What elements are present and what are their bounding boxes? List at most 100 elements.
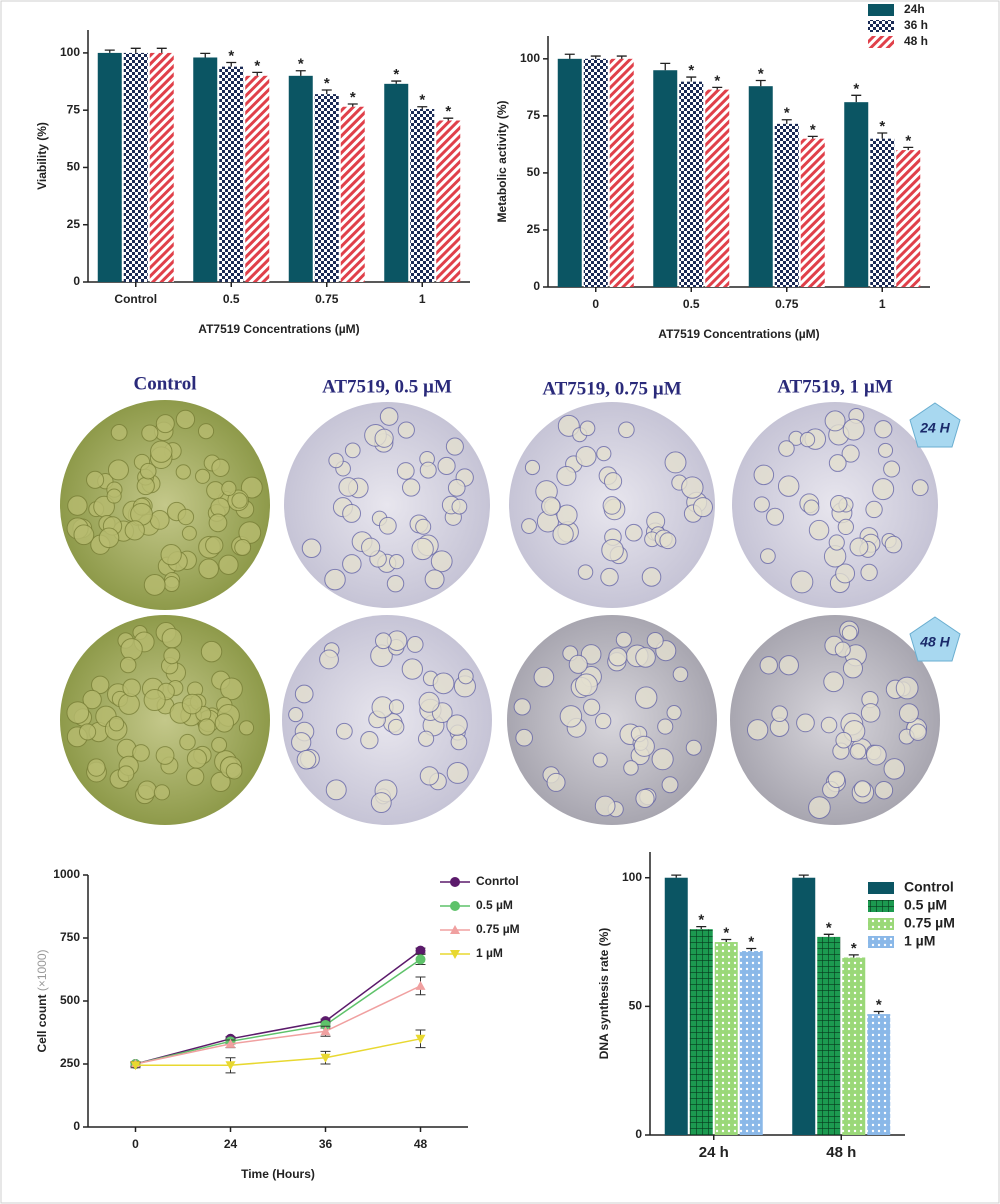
cell [175, 409, 196, 430]
cell [546, 772, 566, 792]
cell [808, 519, 830, 541]
bar [842, 957, 866, 1135]
cell [521, 518, 537, 534]
point [320, 1053, 331, 1063]
cell [342, 554, 362, 574]
cell [218, 554, 239, 575]
bar [609, 58, 634, 288]
legend-marker [450, 901, 460, 911]
column-title: AT7519, 0.5 µM [322, 376, 452, 397]
cell [778, 655, 799, 676]
error-bar [590, 55, 601, 59]
significance-marker: * [324, 75, 330, 92]
cell [641, 567, 662, 587]
cell [790, 570, 814, 594]
bar [123, 52, 148, 283]
significance-marker: * [698, 912, 704, 929]
cell [685, 739, 702, 756]
cell [672, 666, 689, 683]
y-axis-unit: (×1000) [35, 949, 49, 991]
significance-marker: * [905, 132, 911, 149]
cell [198, 718, 216, 736]
legend-label: 48 h [904, 34, 928, 48]
cell [328, 452, 344, 469]
cell [646, 631, 664, 649]
cell [177, 508, 195, 526]
cell [457, 668, 474, 685]
bar [705, 89, 730, 287]
error-bar [252, 71, 263, 76]
significance-marker: * [254, 57, 260, 74]
cell [577, 564, 594, 580]
y-tick-label: 25 [527, 222, 541, 236]
cell [119, 656, 137, 674]
cell [860, 703, 881, 723]
point [225, 1038, 236, 1048]
bar [193, 57, 218, 283]
cell [415, 518, 432, 535]
x-tick-label: 0 [132, 1137, 139, 1151]
cell [883, 758, 906, 780]
cell [110, 424, 128, 441]
y-tick-label: 100 [520, 51, 540, 65]
cell [592, 752, 608, 768]
y-tick-label: 50 [629, 999, 643, 1013]
x-axis-label: AT7519 Concentrations (µM) [198, 322, 359, 336]
x-tick-label: Control [114, 292, 157, 306]
cell [659, 532, 677, 550]
cell [766, 507, 785, 526]
cell [388, 554, 405, 570]
legend-marker [450, 877, 460, 887]
cell [370, 792, 392, 814]
cell [342, 504, 362, 523]
cell [179, 733, 196, 751]
bar [792, 877, 816, 1135]
bar [739, 951, 763, 1135]
cell [67, 495, 88, 516]
cell [874, 781, 894, 800]
cell [865, 744, 887, 766]
cell [865, 500, 883, 519]
error-bar [660, 62, 671, 71]
legend-label: Control [904, 879, 954, 895]
point [415, 980, 426, 990]
cell [150, 440, 173, 463]
error-bar [721, 938, 732, 943]
cell [124, 520, 145, 541]
cell [417, 730, 435, 747]
bar [436, 120, 461, 282]
cell [450, 733, 468, 751]
cell [163, 575, 180, 593]
legend-label: Conrtol [476, 874, 519, 888]
x-tick-label: 0.5 [683, 297, 700, 311]
cell [451, 498, 468, 515]
error-bar [686, 76, 697, 82]
cell [574, 673, 598, 697]
cell [132, 744, 150, 762]
y-tick-label: 250 [60, 1056, 80, 1070]
cell [841, 625, 858, 641]
error-bar [712, 86, 723, 90]
x-axis-label: AT7519 Concentrations (µM) [658, 327, 819, 341]
error-bar [616, 55, 627, 59]
significance-marker: * [748, 933, 754, 950]
cell [625, 523, 643, 542]
legend-marker [450, 925, 460, 934]
y-axis-label: Viability (%) [35, 122, 49, 190]
legend-label: 36 h [904, 18, 928, 32]
cell [437, 456, 456, 476]
x-tick-label: 36 [319, 1137, 333, 1151]
bar [653, 70, 678, 288]
cell [198, 558, 219, 580]
error-bar [295, 70, 306, 76]
cell [608, 647, 628, 667]
cell [153, 784, 171, 801]
cell [633, 735, 655, 757]
x-tick-label: 24 [224, 1137, 238, 1151]
cell [214, 713, 234, 733]
cell [86, 470, 105, 489]
significance-marker: * [350, 89, 356, 106]
line [135, 1038, 421, 1067]
cell [211, 736, 228, 753]
cell [208, 513, 228, 533]
